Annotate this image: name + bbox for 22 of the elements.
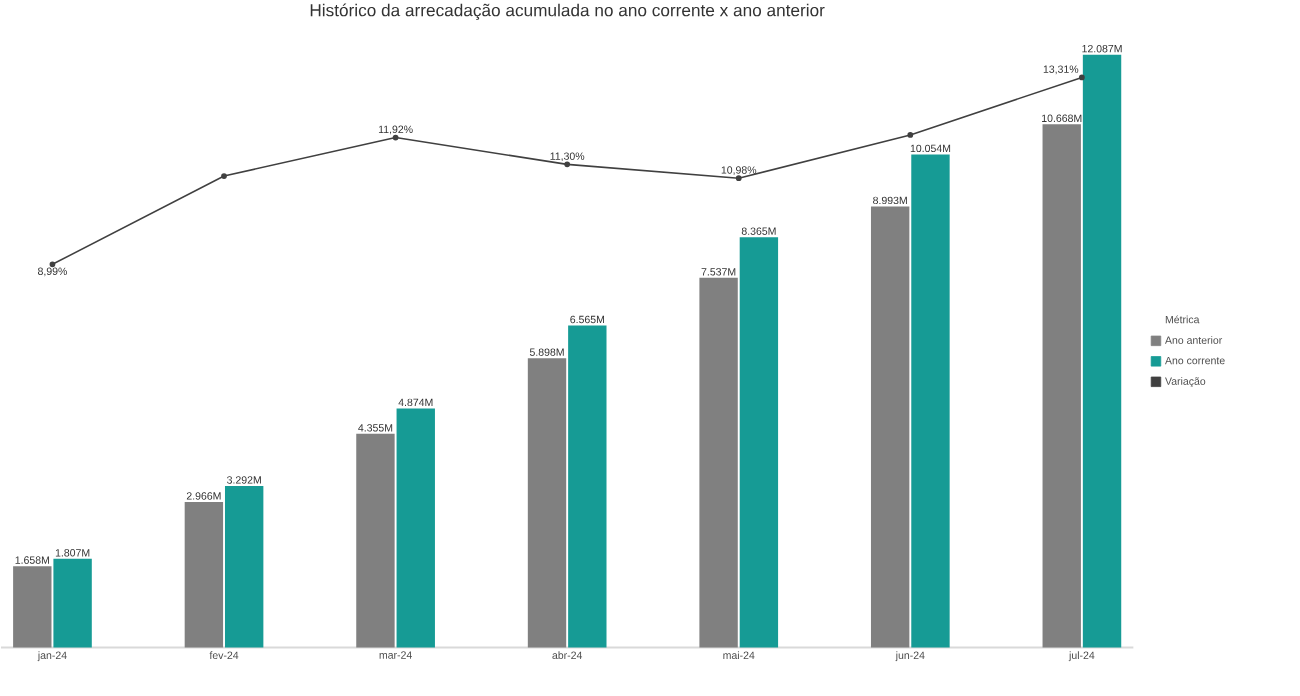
point	[564, 161, 571, 168]
bar	[356, 433, 395, 648]
bar	[184, 501, 224, 648]
bar	[1042, 124, 1081, 648]
bar	[13, 565, 52, 648]
chart-title: Histórico da arrecadação acumulada no ano corrente x ano anterior	[310, 3, 825, 20]
point	[392, 134, 399, 141]
point	[735, 175, 742, 181]
point	[1079, 74, 1085, 81]
bar	[911, 154, 950, 648]
bar	[53, 558, 92, 648]
point	[221, 172, 227, 179]
bar	[739, 237, 779, 648]
bar	[396, 408, 435, 648]
bar	[699, 277, 738, 648]
bar	[527, 357, 567, 648]
bar	[224, 485, 264, 648]
point	[49, 261, 56, 267]
bar	[1082, 54, 1122, 648]
bar	[870, 206, 910, 648]
point	[907, 131, 914, 138]
bar	[568, 325, 607, 648]
